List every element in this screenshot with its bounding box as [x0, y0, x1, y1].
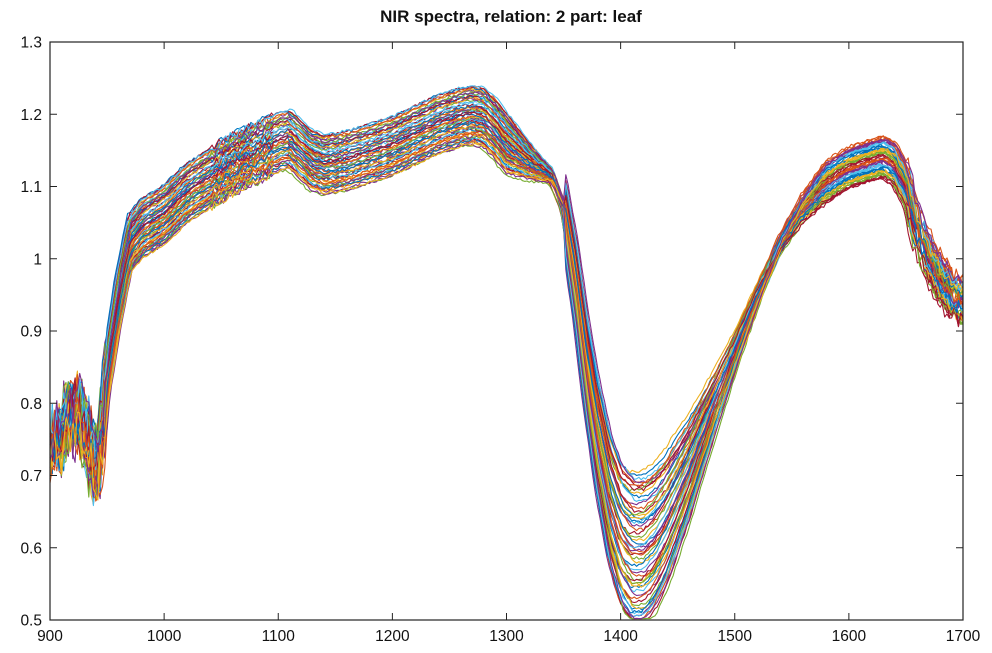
spectrum-line: [49, 144, 964, 517]
spectrum-line: [49, 134, 964, 500]
x-tick-label: 900: [37, 628, 63, 645]
spectrum-line: [49, 116, 964, 542]
x-tick-labels: 900 1000 1100 1200 1300 1400 1500 1600 1700: [37, 628, 981, 645]
spectrum-line: [49, 91, 964, 620]
spectrum-line: [49, 91, 964, 585]
y-tick-label: 0.8: [20, 396, 42, 413]
y-tick-label: 0.5: [20, 613, 42, 630]
y-tick-label: 0.9: [20, 324, 42, 341]
ticks-layer: [49, 41, 964, 621]
spectrum-line: [49, 143, 964, 552]
spectrum-line: [49, 121, 964, 524]
spectrum-line: [49, 94, 964, 513]
spectrum-line: [49, 123, 964, 487]
y-tick-labels: 0.5 0.6 0.7 0.8 0.9 1 1.1 1.2 1.3: [20, 35, 42, 630]
x-tick-label: 1300: [489, 628, 524, 645]
x-tick-label: 1400: [603, 628, 638, 645]
y-tick-label: 1.2: [20, 107, 42, 124]
y-tick-label: 0.7: [20, 468, 42, 485]
x-tick-label: 1600: [832, 628, 867, 645]
spectrum-line: [49, 86, 964, 532]
spectrum-line: [49, 101, 964, 618]
x-tick-label: 1000: [147, 628, 182, 645]
x-tick-label: 1100: [262, 628, 296, 645]
spectrum-line: [49, 96, 964, 564]
spectrum-line: [49, 142, 964, 588]
chart-title: NIR spectra, relation: 2 part: leaf: [380, 7, 642, 26]
y-tick-label: 1: [33, 251, 42, 268]
spectrum-line: [49, 132, 964, 556]
x-tick-label: 1200: [375, 628, 410, 645]
y-tick-label: 1.3: [20, 35, 42, 52]
x-tick-label: 1500: [718, 628, 753, 645]
spectrum-line: [49, 111, 964, 492]
y-tick-label: 0.6: [20, 540, 42, 557]
y-tick-label: 1.1: [20, 179, 42, 196]
series-layer: [49, 85, 964, 620]
x-tick-label: 1700: [946, 628, 981, 645]
